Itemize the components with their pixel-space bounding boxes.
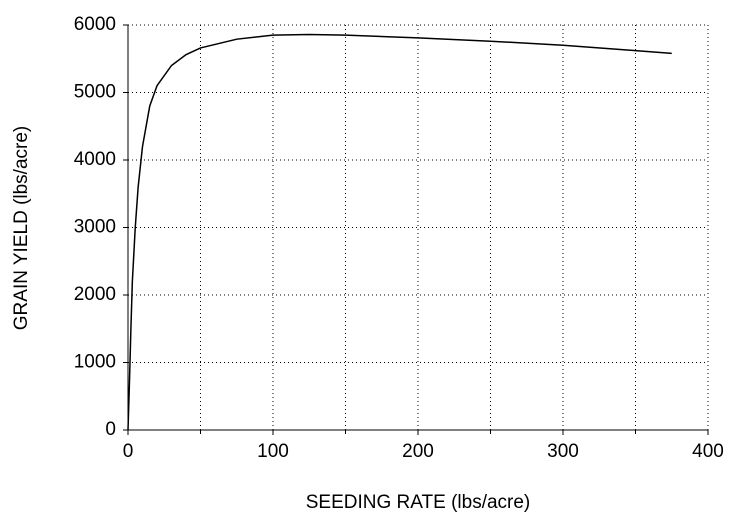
- y-tick-label: 5000: [74, 82, 116, 103]
- y-tick-label: 6000: [74, 14, 116, 35]
- x-tick-label: 100: [257, 441, 289, 462]
- y-tick-label: 1000: [74, 352, 116, 373]
- y-tick-label: 2000: [74, 284, 116, 305]
- y-tick-label: 4000: [74, 149, 116, 170]
- x-tick-label: 300: [547, 441, 579, 462]
- x-tick-label: 200: [402, 441, 434, 462]
- x-tick-label: 400: [692, 441, 724, 462]
- x-tick-label: 0: [123, 441, 134, 462]
- y-tick-label: 0: [105, 419, 116, 440]
- y-tick-label: 3000: [74, 217, 116, 238]
- x-axis-title: SEEDING RATE (lbs/acre): [306, 492, 531, 513]
- y-axis-title: GRAIN YIELD (lbs/acre): [11, 126, 32, 330]
- data-line: [127, 33, 672, 431]
